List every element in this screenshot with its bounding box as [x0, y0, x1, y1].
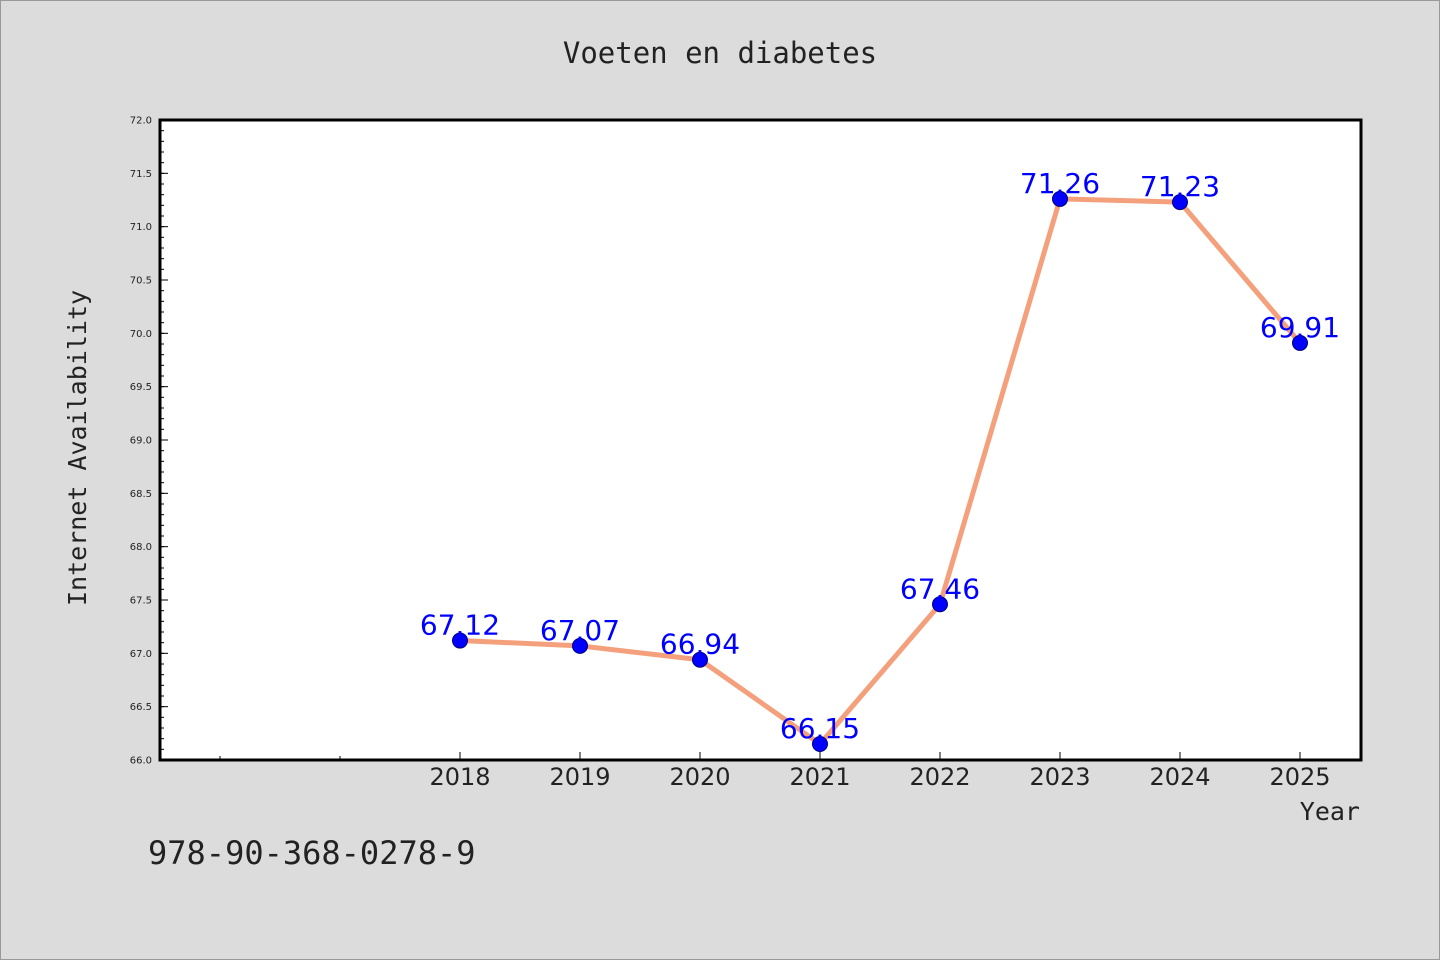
isbn-text: 978-90-368-0278-9 [148, 834, 476, 872]
y-axis: 66.0 66.5 67.0 67.5 68.0 68.5 69.0 69.5 70.0 70.5… [130, 116, 168, 767]
y-tick-label: 70.5 [130, 276, 152, 287]
x-axis: 2018 2019 2020 2021 2022 2023 2024 2025 [219, 752, 1331, 791]
data-point [812, 736, 828, 752]
data-point [572, 637, 588, 654]
data-point [1172, 194, 1188, 211]
data-label: 67.12 [420, 609, 500, 642]
y-tick-label: 71.5 [130, 169, 152, 180]
y-tick-label: 69.0 [130, 436, 152, 447]
y-tick-label: 68.0 [130, 542, 152, 553]
data-label: 66.15 [780, 712, 860, 745]
data-label: 67.46 [900, 572, 980, 605]
x-tick-label: 2018 [429, 763, 490, 791]
data-label: 69.91 [1260, 311, 1340, 344]
x-tick-label: 2025 [1269, 763, 1330, 791]
x-tick-label: 2019 [549, 763, 610, 791]
data-label: 71.26 [1020, 167, 1100, 200]
series-line [457, 196, 1303, 747]
y-tick-label: 72.0 [130, 116, 152, 127]
chart-title: Voeten en diabetes [563, 36, 877, 70]
y-tick-label: 70.0 [130, 329, 152, 340]
data-point [692, 651, 708, 668]
y-tick-label: 69.5 [130, 382, 152, 393]
x-tick-label: 2020 [669, 763, 730, 791]
y-tick-label: 71.0 [130, 222, 152, 233]
data-point [932, 596, 948, 613]
x-tick-label: 2022 [909, 763, 970, 791]
data-point [1052, 190, 1068, 207]
y-axis-label: Internet Availability [63, 290, 92, 606]
y-tick-label: 68.5 [130, 489, 152, 500]
y-tick-label: 67.0 [130, 649, 152, 660]
y-tick-label: 67.5 [130, 596, 152, 607]
x-axis-label: Year [1300, 797, 1360, 826]
plot-area [158, 118, 1363, 762]
y-tick-label: 66.5 [130, 702, 152, 713]
y-tick-label: 66.0 [130, 756, 152, 767]
data-point [452, 632, 468, 649]
data-label: 66.94 [660, 628, 740, 661]
x-tick-label: 2024 [1149, 763, 1210, 791]
data-label: 71.23 [1140, 170, 1220, 203]
x-tick-label: 2021 [789, 763, 850, 791]
series-layer: 67.12 67.07 66.94 66.15 67.46 71.26 71.23 69.91 [420, 167, 1340, 752]
x-tick-label: 2023 [1029, 763, 1090, 791]
data-point [1292, 334, 1308, 351]
data-label: 67.07 [540, 614, 620, 647]
